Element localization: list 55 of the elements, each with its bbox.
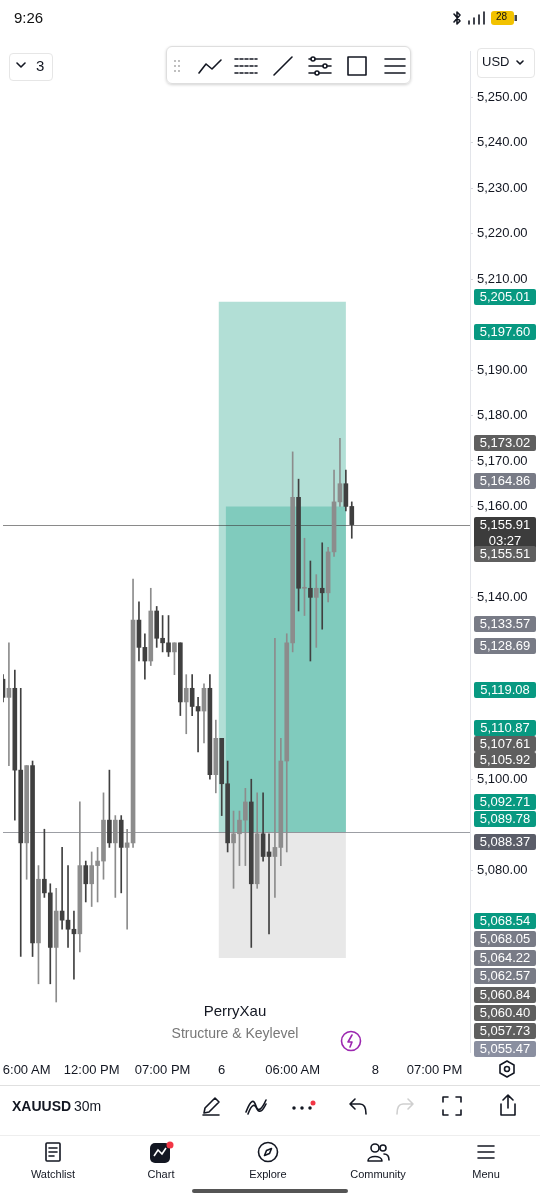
text: Menu (471, 1168, 501, 1180)
y-tick-label: 5,230.00 (477, 179, 528, 195)
x-tick-label: 6:00 AM (2, 1062, 51, 1078)
text: Chart (146, 1168, 176, 1180)
annotation: PerryXau (202, 1002, 268, 1019)
x-tick-label: 8 (371, 1062, 380, 1078)
text: 28 (496, 11, 508, 22)
text: 5,068.54 (474, 913, 536, 929)
y-tick-label: 5,210.00 (477, 270, 528, 286)
x-tick-label: 07:00 PM (406, 1062, 463, 1078)
y-tick-label: 5,170.00 (477, 452, 528, 468)
y-tick-label: 5,080.00 (477, 861, 528, 877)
y-tick-label: 5,220.00 (477, 225, 528, 241)
text: 5,164.86 (474, 473, 536, 489)
annotation: Structure & Keylevel (170, 1025, 300, 1041)
y-tick-label: 5,190.00 (477, 361, 528, 377)
ref-line-label: 5,088.37 (479, 834, 531, 850)
text: 5,155.51 (474, 546, 536, 562)
text: 5,089.78 (474, 811, 536, 827)
ref-line-label: 5,155.91 03:27 (479, 517, 531, 549)
text: 30m (74, 1098, 102, 1114)
text: 5,057.73 (474, 1023, 536, 1039)
text: 5,107.61 (474, 736, 536, 752)
text: 5,064.22 (474, 950, 536, 966)
text: 5,173.02 (474, 435, 536, 451)
y-tick-label: 5,180.00 (477, 407, 528, 423)
x-tick-label: 07:00 PM (134, 1062, 191, 1078)
text: 5,062.57 (474, 968, 536, 984)
text: 5,133.57 (474, 616, 536, 632)
text: Community (349, 1168, 407, 1180)
text: Explore (248, 1168, 288, 1180)
text: 5,197.60 (474, 324, 536, 340)
text: 9:26 (14, 9, 44, 26)
y-tick-label: 5,250.00 (477, 88, 528, 104)
text: Watchlist (29, 1168, 77, 1180)
text: 5,110.87 (474, 720, 536, 736)
text: USD (482, 54, 510, 69)
y-tick-label: 5,140.00 (477, 588, 528, 604)
annotation: 3 (36, 57, 45, 74)
text: 5,092.71 (474, 794, 536, 810)
text: 5,205.01 (474, 289, 536, 305)
text: 5,068.05 (474, 931, 536, 947)
text: 5,105.92 (474, 752, 536, 768)
y-tick-label: 5,160.00 (477, 498, 528, 514)
y-tick-label: 5,240.00 (477, 134, 528, 150)
x-tick-label: 12:00 PM (63, 1062, 120, 1078)
text: XAUUSD (12, 1098, 72, 1114)
text: 5,060.84 (474, 987, 536, 1003)
text: 5,119.08 (474, 682, 536, 698)
x-tick-label: 6 (218, 1062, 226, 1078)
text: 5,128.69 (474, 638, 536, 654)
text: 5,055.47 (474, 1041, 536, 1057)
y-tick-label: 5,100.00 (477, 770, 528, 786)
text: 5,060.40 (474, 1005, 536, 1021)
x-tick-label: 06:00 AM (265, 1062, 321, 1078)
